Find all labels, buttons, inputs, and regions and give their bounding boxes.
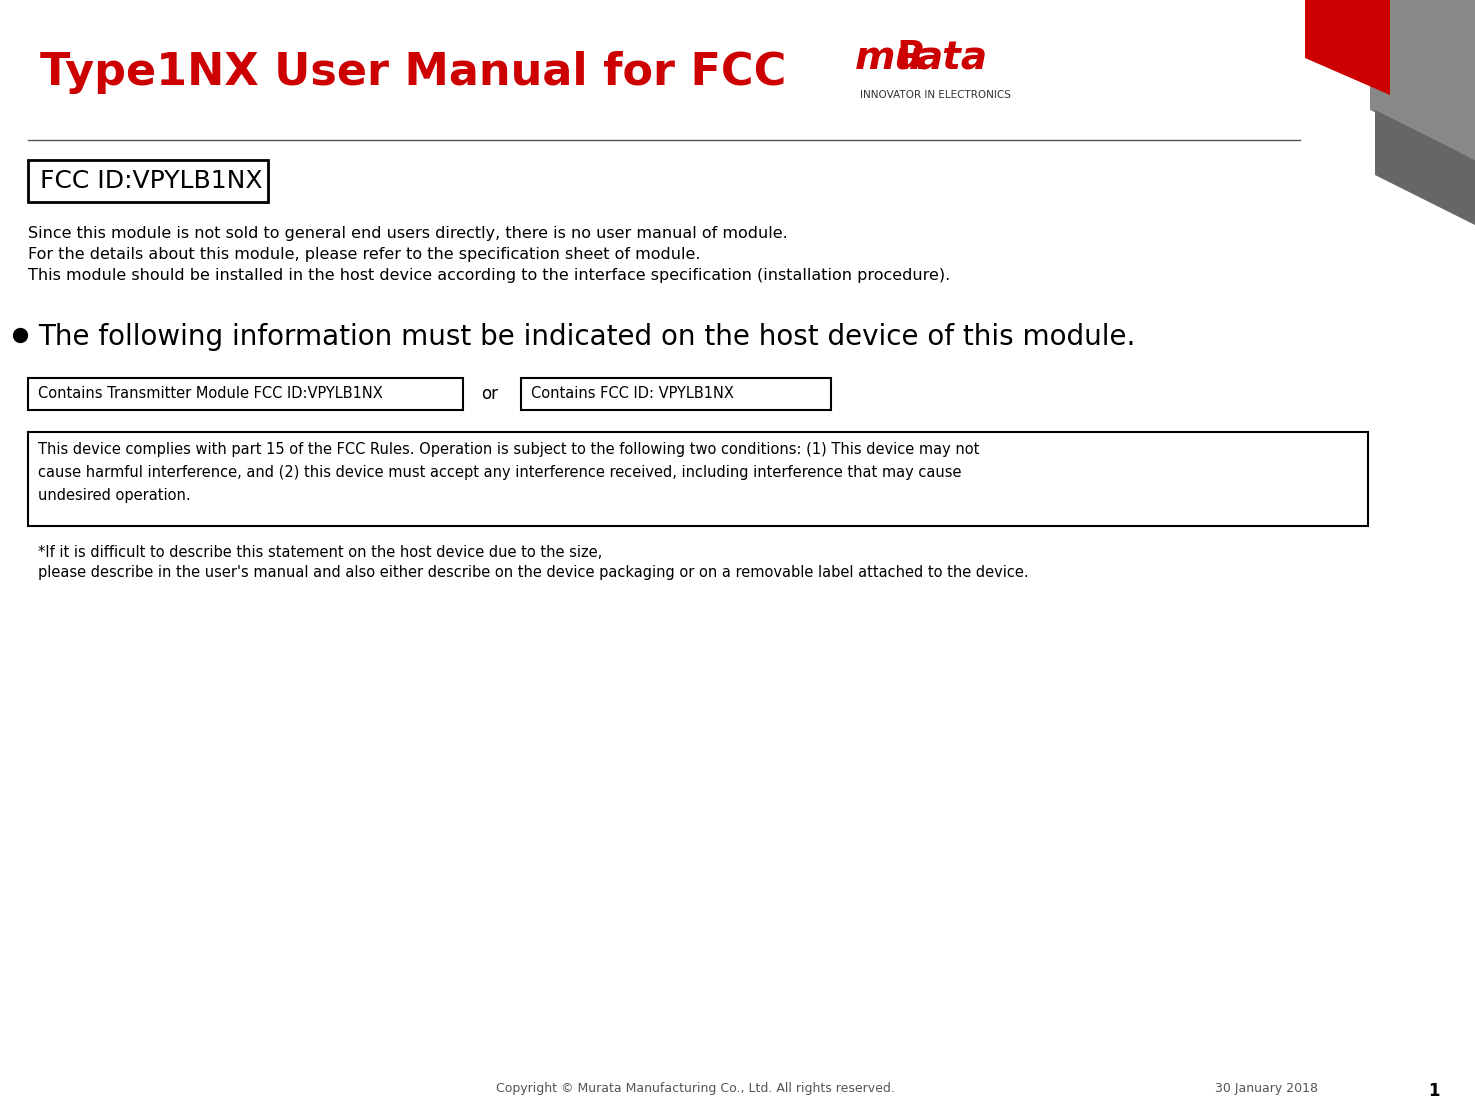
Text: or: or <box>481 385 499 403</box>
Text: Copyright © Murata Manufacturing Co., Ltd. All rights reserved.: Copyright © Murata Manufacturing Co., Lt… <box>496 1082 894 1094</box>
Text: FCC ID:VPYLB1NX: FCC ID:VPYLB1NX <box>40 169 263 193</box>
FancyBboxPatch shape <box>28 379 463 410</box>
Polygon shape <box>1370 0 1475 160</box>
Text: *If it is difficult to describe this statement on the host device due to the siz: *If it is difficult to describe this sta… <box>38 545 602 561</box>
Text: Type1NX User Manual for FCC: Type1NX User Manual for FCC <box>40 50 786 93</box>
FancyBboxPatch shape <box>521 379 830 410</box>
Text: INNOVATOR IN ELECTRONICS: INNOVATOR IN ELECTRONICS <box>860 90 1010 100</box>
Text: 30 January 2018: 30 January 2018 <box>1215 1082 1319 1094</box>
Text: Contains FCC ID: VPYLB1NX: Contains FCC ID: VPYLB1NX <box>531 386 735 402</box>
Text: Contains Transmitter Module FCC ID:VPYLB1NX: Contains Transmitter Module FCC ID:VPYLB… <box>38 386 382 402</box>
FancyBboxPatch shape <box>28 432 1367 526</box>
Text: R: R <box>895 39 926 77</box>
Text: The following information must be indicated on the host device of this module.: The following information must be indica… <box>38 323 1136 351</box>
Text: please describe in the user's manual and also either describe on the device pack: please describe in the user's manual and… <box>38 565 1028 581</box>
Text: Since this module is not sold to general end users directly, there is no user ma: Since this module is not sold to general… <box>28 226 788 241</box>
Polygon shape <box>1375 110 1475 225</box>
Polygon shape <box>1305 0 1389 95</box>
Text: mu: mu <box>855 39 923 77</box>
Text: This device complies with part 15 of the FCC Rules. Operation is subject to the : This device complies with part 15 of the… <box>38 442 979 503</box>
Text: For the details about this module, please refer to the specification sheet of mo: For the details about this module, pleas… <box>28 248 701 262</box>
Text: This module should be installed in the host device according to the interface sp: This module should be installed in the h… <box>28 268 950 283</box>
Text: 1: 1 <box>1428 1082 1440 1100</box>
Text: ata: ata <box>916 39 987 77</box>
FancyBboxPatch shape <box>28 160 268 202</box>
